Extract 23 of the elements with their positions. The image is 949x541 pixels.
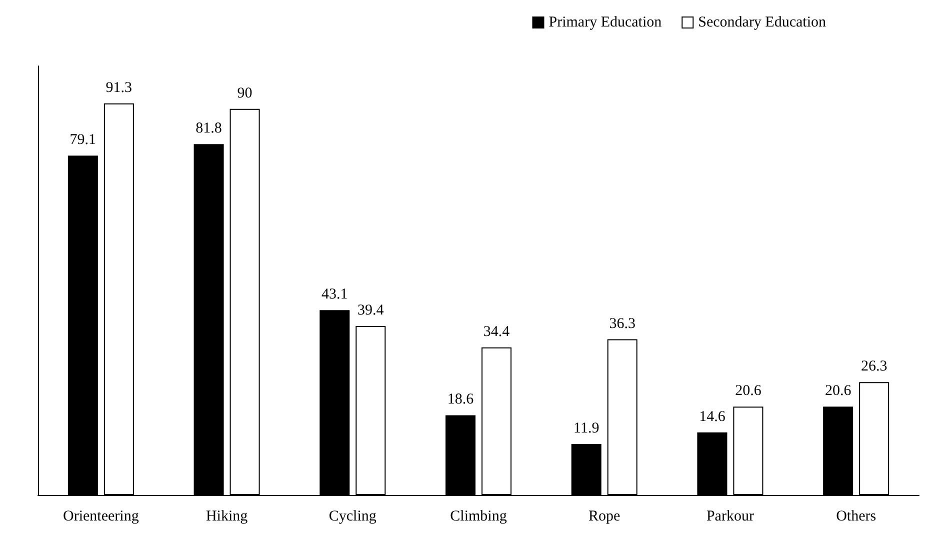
data-label: 43.1 xyxy=(322,286,348,303)
data-label: 36.3 xyxy=(609,316,636,332)
x-tick-label: Climbing xyxy=(450,508,508,524)
data-label: 90 xyxy=(237,85,252,102)
data-label: 39.4 xyxy=(358,302,384,318)
legend-label: Primary Education xyxy=(548,14,662,30)
data-label: 91.3 xyxy=(106,80,132,96)
x-tick-label: Orienteering xyxy=(63,508,140,524)
x-tick-label: Hiking xyxy=(206,508,248,524)
legend-label: Secondary Education xyxy=(698,14,826,30)
x-tick-label: Rope xyxy=(588,508,621,524)
data-label: 79.1 xyxy=(70,132,96,148)
data-label: 20.6 xyxy=(824,383,852,400)
x-tick-label: Others xyxy=(836,508,876,524)
data-label: 20.6 xyxy=(735,383,762,400)
x-tick-label: Cycling xyxy=(328,508,377,524)
data-label: 18.6 xyxy=(447,392,474,408)
data-label: 26.3 xyxy=(860,358,888,375)
x-tick-label: Parkour xyxy=(706,508,754,524)
data-label: 34.4 xyxy=(483,324,510,340)
data-label: 81.8 xyxy=(196,120,222,137)
data-label: 14.6 xyxy=(699,408,726,425)
data-label: 11.9 xyxy=(574,420,600,436)
